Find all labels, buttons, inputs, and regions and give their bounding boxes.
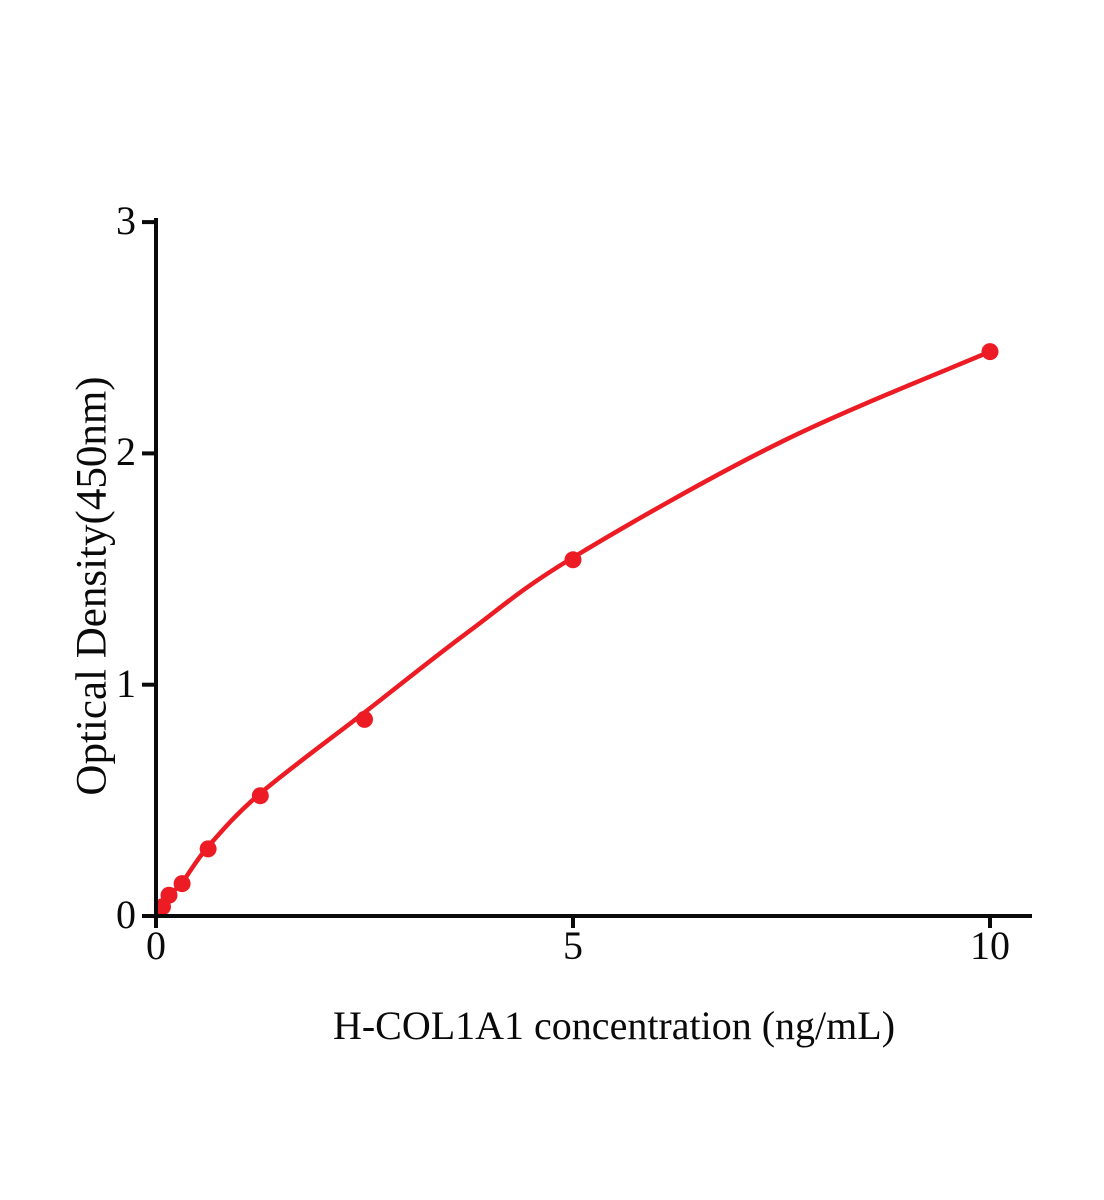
data-point-0.156	[160, 886, 178, 904]
data-point-1.25	[251, 787, 269, 805]
y-axis-ticks	[142, 220, 158, 918]
data-point-0.625	[199, 840, 217, 858]
fit-curve-line	[153, 349, 993, 919]
data-point-10	[981, 343, 999, 361]
y-tick-label-0: 0	[116, 892, 136, 938]
y-tick-label-3: 3	[116, 198, 136, 244]
axes	[142, 218, 1032, 928]
y-tick-label-2: 2	[116, 429, 136, 475]
data-point-0.313	[173, 875, 191, 893]
data-points	[154, 343, 999, 916]
x-tick-label-10: 10	[970, 923, 1010, 968]
x-tick-label-5: 5	[563, 923, 583, 968]
data-point-5	[564, 551, 582, 569]
x-axis-title: H-COL1A1 concentration (ng/mL)	[332, 1003, 896, 1048]
x-tick-label-0: 0	[146, 923, 166, 968]
data-point-2.5	[356, 710, 373, 728]
y-tick-label-1: 1	[116, 660, 136, 706]
x-axis-ticks	[154, 914, 992, 928]
